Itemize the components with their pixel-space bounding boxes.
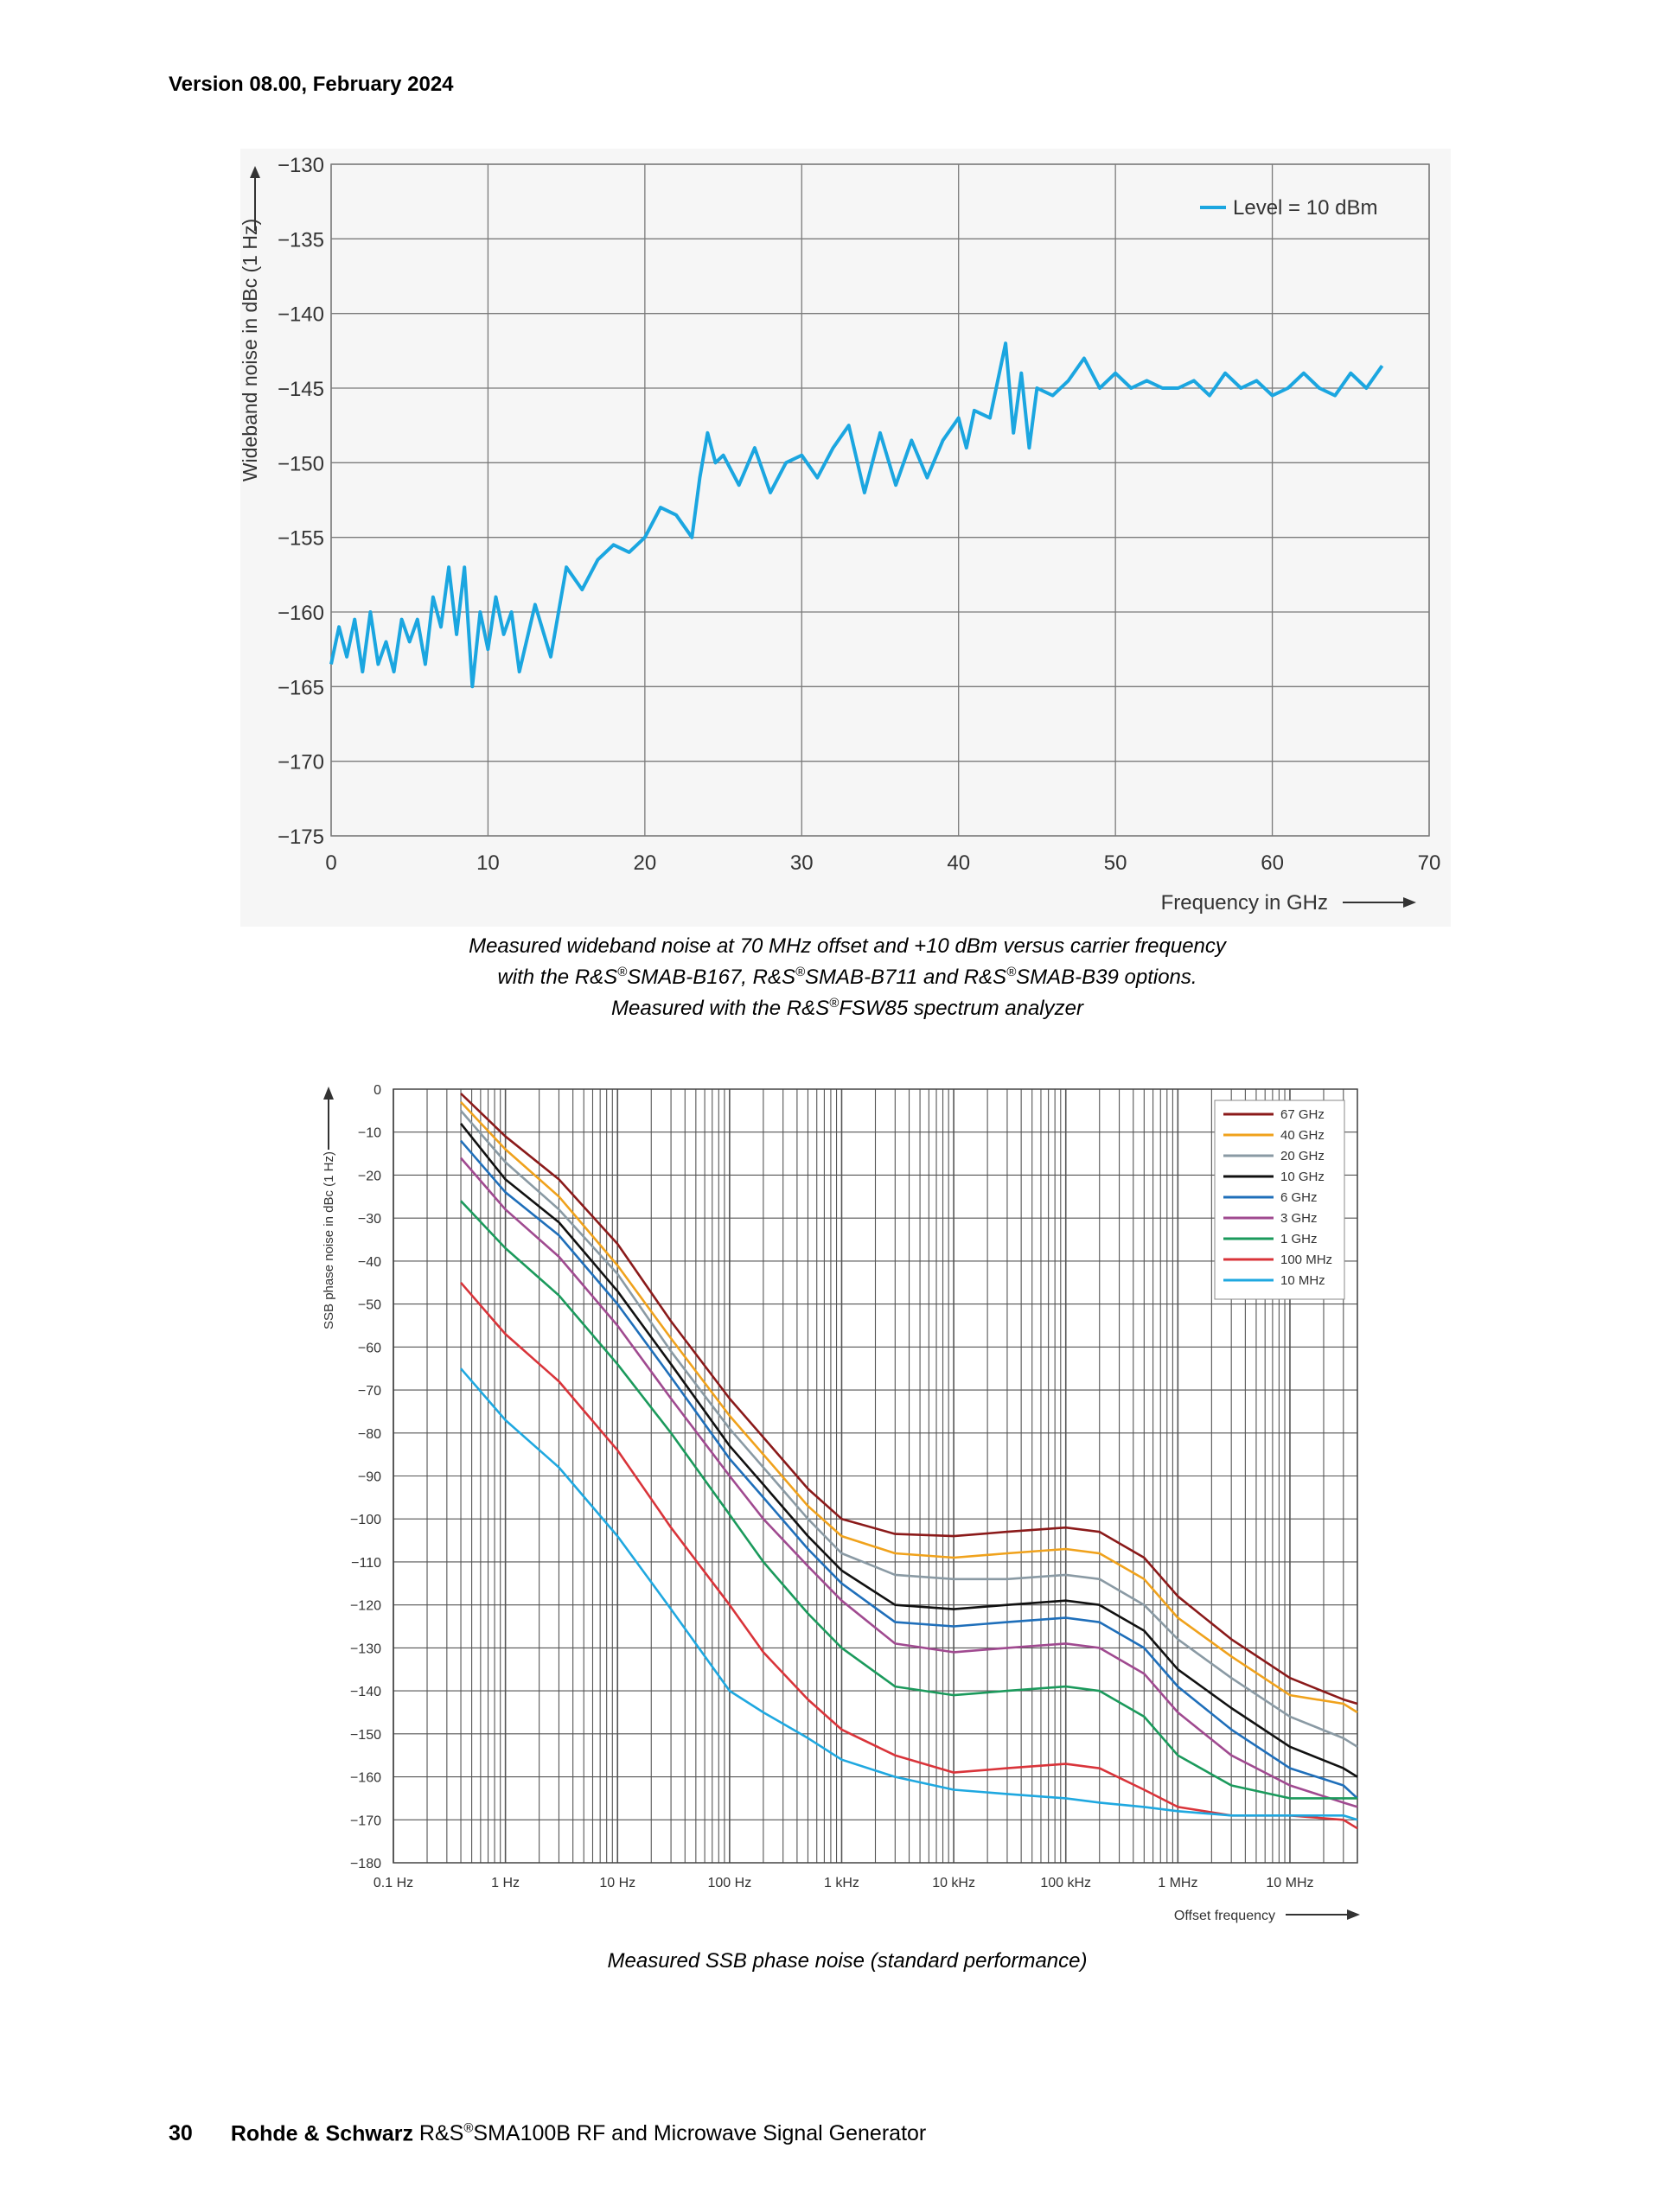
product-name: R&S®SMA100B RF and Microwave Signal Gene… xyxy=(418,2121,927,2146)
page-number: 30 xyxy=(169,2121,193,2146)
series-line-20-ghz xyxy=(460,1110,1358,1748)
x-tick-label: 40 xyxy=(947,851,970,875)
y-tick-label: 0 xyxy=(374,1083,381,1098)
y-tick-label: −165 xyxy=(278,676,324,699)
x-tick-label: 20 xyxy=(634,851,657,875)
x-tick-label: 0 xyxy=(325,851,336,875)
caption1-line1: Measured wideband noise at 70 MHz offset… xyxy=(469,934,1226,958)
y-tick-label: −30 xyxy=(358,1212,381,1227)
y-tick-label: −10 xyxy=(358,1126,381,1141)
legend-label: Level = 10 dBm xyxy=(1233,196,1377,220)
x-axis-label: Offset frequency xyxy=(1174,1909,1275,1923)
y-tick-label: −170 xyxy=(278,751,324,775)
series-line-3-ghz xyxy=(460,1157,1358,1808)
x-tick-label: 10 xyxy=(476,851,500,875)
y-tick-label: −140 xyxy=(350,1685,381,1699)
x-tick-label: 10 MHz xyxy=(1266,1876,1313,1890)
x-tick-label: 100 Hz xyxy=(708,1876,752,1890)
x-axis-label: Frequency in GHz xyxy=(1161,891,1328,915)
y-tick-label: −80 xyxy=(358,1427,381,1442)
y-tick-label: −160 xyxy=(278,602,324,625)
y-axis-arrowhead xyxy=(323,1087,334,1100)
x-tick-label: 10 kHz xyxy=(932,1876,975,1890)
y-tick-label: −40 xyxy=(358,1255,381,1270)
y-tick-label: −180 xyxy=(350,1857,381,1871)
y-tick-label: −110 xyxy=(351,1556,381,1571)
series-line-6-ghz xyxy=(460,1139,1358,1800)
y-tick-label: −170 xyxy=(350,1814,381,1828)
y-tick-label: −155 xyxy=(278,527,324,551)
x-axis-arrowhead xyxy=(1403,897,1416,908)
y-tick-label: −145 xyxy=(278,378,324,401)
x-tick-label: 0.1 Hz xyxy=(374,1876,413,1890)
y-tick-label: −140 xyxy=(278,303,324,327)
y-axis-label: Wideband noise in dBc (1 Hz) xyxy=(240,219,261,481)
y-tick-label: −70 xyxy=(358,1384,381,1399)
x-tick-label: 10 Hz xyxy=(599,1876,635,1890)
y-tick-label: −20 xyxy=(358,1169,381,1183)
x-tick-label: 60 xyxy=(1261,851,1284,875)
y-tick-label: −160 xyxy=(350,1771,381,1786)
plot-frame xyxy=(330,163,1430,837)
y-tick-label: −150 xyxy=(278,452,324,475)
legend-label: 1 GHz xyxy=(1280,1232,1318,1246)
y-tick-label: −175 xyxy=(278,826,324,849)
legend-label: 10 GHz xyxy=(1280,1170,1325,1184)
y-axis-label: SSB phase noise in dBc (1 Hz) xyxy=(322,1151,336,1329)
caption2-line1: Measured SSB phase noise (standard perfo… xyxy=(607,1949,1088,1973)
x-tick-label: 30 xyxy=(790,851,814,875)
legend-label: 10 MHz xyxy=(1280,1273,1325,1288)
series-line-1-ghz xyxy=(460,1200,1357,1800)
legend-label: 6 GHz xyxy=(1280,1190,1318,1205)
series-line-level-10dbm xyxy=(329,341,1384,689)
page-footer: 30 Rohde & Schwarz R&S®SMA100B RF and Mic… xyxy=(169,2121,926,2146)
wideband-noise-svg: −130 −135 −140 −145 −150 −155 −160 −165 −170 −175… xyxy=(239,154,1441,915)
series-line-40-ghz xyxy=(460,1101,1358,1714)
legend-label: 100 MHz xyxy=(1280,1253,1332,1267)
series-line-67-ghz xyxy=(460,1093,1358,1705)
ssb-phase-noise-caption: Measured SSB phase noise (standard perfo… xyxy=(329,1948,1366,1974)
x-axis-arrowhead xyxy=(1347,1909,1360,1920)
y-tick-label: −60 xyxy=(358,1341,381,1355)
x-tick-label: 50 xyxy=(1104,851,1127,875)
y-tick-label: −150 xyxy=(350,1728,381,1743)
y-axis-arrowhead xyxy=(250,166,260,178)
ssb-phase-noise-chart: 0 −10 −20 −30 −40 −50 −60 −70 −80 −90 −100 −110 −120… xyxy=(307,1068,1379,1932)
version-line: Version 08.00, February 2024 xyxy=(169,73,454,96)
brand-name: Rohde & Schwarz xyxy=(230,2121,413,2146)
plot-frame xyxy=(393,1088,1358,1864)
x-tick-label: 1 MHz xyxy=(1158,1876,1197,1890)
legend-box xyxy=(1214,1100,1345,1300)
legend-label: 67 GHz xyxy=(1280,1107,1325,1122)
legend-label: 40 GHz xyxy=(1280,1128,1325,1143)
x-tick-label: 1 kHz xyxy=(824,1876,859,1890)
legend-label: 20 GHz xyxy=(1280,1149,1325,1163)
y-tick-label: −130 xyxy=(278,154,324,177)
wideband-noise-chart: −130 −135 −140 −145 −150 −155 −160 −165 −170 −175… xyxy=(239,149,1451,927)
x-tick-label: 100 kHz xyxy=(1040,1876,1091,1890)
y-tick-label: −120 xyxy=(350,1599,381,1614)
y-tick-label: −135 xyxy=(278,228,324,252)
caption1-line2: with the R&S®SMAB-B167, R&S®SMAB-B711 an… xyxy=(497,965,1197,989)
legend-label: 3 GHz xyxy=(1280,1211,1318,1226)
wideband-noise-caption: Measured wideband noise at 70 MHz offset… xyxy=(329,934,1366,1022)
ssb-phase-noise-svg: 0 −10 −20 −30 −40 −50 −60 −70 −80 −90 −100 −110 −120… xyxy=(322,1083,1360,1923)
y-tick-label: −130 xyxy=(350,1641,381,1656)
series-line-10-ghz xyxy=(459,1122,1358,1778)
series-line-10-mhz xyxy=(460,1367,1358,1821)
x-tick-label: 70 xyxy=(1418,851,1441,875)
y-tick-label: −100 xyxy=(350,1513,381,1527)
y-tick-label: −90 xyxy=(358,1470,381,1485)
y-tick-label: −50 xyxy=(358,1298,381,1313)
caption1-line3: Measured with the R&S®FSW85 spectrum ana… xyxy=(611,996,1083,1020)
x-tick-label: 1 Hz xyxy=(491,1876,520,1890)
